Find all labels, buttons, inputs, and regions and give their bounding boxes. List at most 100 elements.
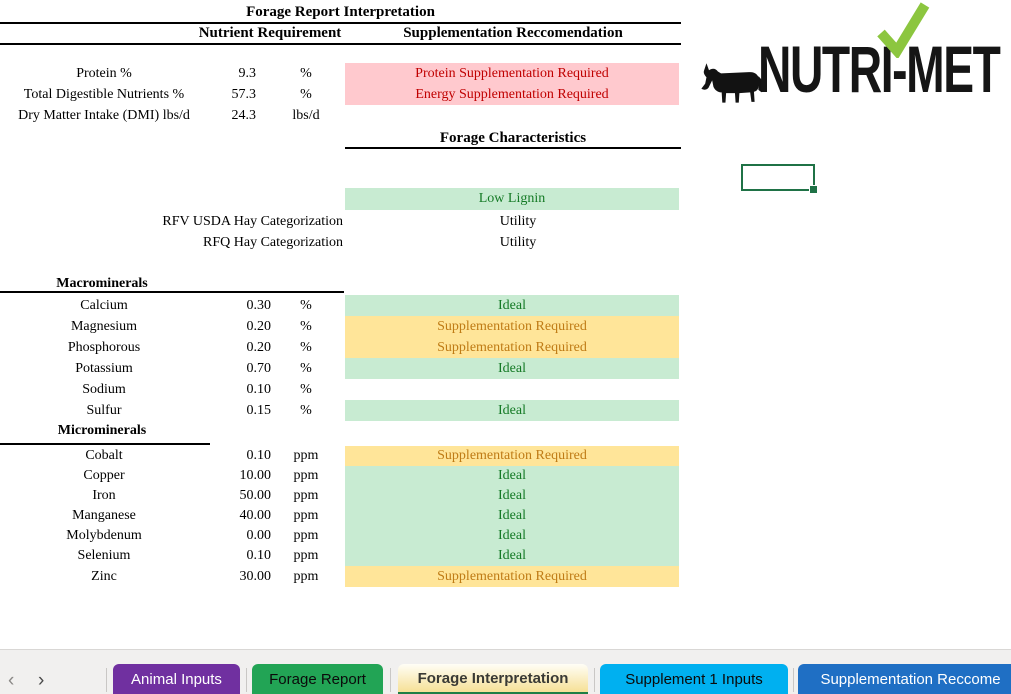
- cell-label[interactable]: Phosphorous: [67, 340, 141, 355]
- cell-unit[interactable]: ppm: [293, 548, 319, 563]
- sheet-tab-supplement-1-inputs[interactable]: Supplement 1 Inputs: [600, 664, 788, 694]
- recommendation-cell[interactable]: Protein Supplementation Required: [345, 63, 679, 84]
- fill-handle[interactable]: [809, 185, 818, 194]
- cell-value[interactable]: 57.3: [231, 87, 257, 102]
- cell-label[interactable]: Sodium: [82, 382, 126, 397]
- cell-label[interactable]: Copper: [83, 468, 125, 483]
- cell-unit[interactable]: %: [300, 403, 312, 418]
- column-header-nutrient: Nutrient Requirement: [198, 25, 342, 41]
- selected-cell-outline[interactable]: [741, 164, 818, 194]
- cell-label[interactable]: Protein %: [76, 66, 132, 81]
- sheet-tab-forage-report[interactable]: Forage Report: [252, 664, 383, 694]
- cell-label[interactable]: Selenium: [77, 548, 131, 563]
- recommendation-cell[interactable]: Ideal: [345, 358, 679, 379]
- recommendation-cell[interactable]: Ideal: [345, 506, 679, 526]
- sheet-tab-supplementation-recommendation[interactable]: Supplementation Reccome: [798, 664, 1011, 694]
- tab-divider: [246, 668, 247, 692]
- cell-value[interactable]: 30.00: [239, 569, 272, 584]
- cell-label[interactable]: Zinc: [91, 569, 117, 584]
- cell-value[interactable]: 40.00: [239, 508, 272, 523]
- recommendation-cell[interactable]: Ideal: [345, 546, 679, 566]
- cell-value[interactable]: 0.20: [246, 340, 272, 355]
- cell-value[interactable]: 0.15: [246, 403, 272, 418]
- cell-unit[interactable]: %: [300, 298, 312, 313]
- cell-unit[interactable]: %: [300, 382, 312, 397]
- cell-label[interactable]: RFQ Hay Categorization: [203, 235, 343, 250]
- cell-value[interactable]: 0.10: [246, 382, 272, 397]
- table-row: Selenium 0.10 ppm Ideal: [0, 546, 1011, 566]
- section-title-microminerals: Microminerals: [57, 423, 147, 438]
- checkmark-icon: [877, 2, 930, 58]
- cell-unit[interactable]: ppm: [293, 569, 319, 584]
- cell-label[interactable]: RFV USDA Hay Categorization: [162, 214, 343, 229]
- cell-label[interactable]: Molybdenum: [66, 528, 142, 543]
- cell-value[interactable]: 0.20: [246, 319, 272, 334]
- recommendation-cell[interactable]: Supplementation Required: [345, 446, 679, 466]
- tab-divider: [594, 668, 595, 692]
- cell-value[interactable]: 0.30: [246, 298, 272, 313]
- recommendation-cell[interactable]: Ideal: [345, 466, 679, 486]
- cell-unit[interactable]: %: [300, 340, 312, 355]
- cell-label[interactable]: Dry Matter Intake (DMI) lbs/d: [18, 108, 190, 123]
- cell-label[interactable]: Calcium: [80, 298, 128, 313]
- recommendation-cell[interactable]: Ideal: [345, 486, 679, 506]
- column-header-supplement: Supplementation Reccomendation: [403, 25, 623, 41]
- table-row: Copper 10.00 ppm Ideal: [0, 466, 1011, 486]
- table-row: Calcium 0.30 % Ideal: [0, 295, 1011, 316]
- cell-value[interactable]: Utility: [499, 235, 537, 250]
- recommendation-cell[interactable]: Ideal: [345, 400, 679, 421]
- recommendation-cell[interactable]: Ideal: [345, 526, 679, 546]
- cell-unit[interactable]: %: [300, 87, 312, 102]
- table-row: RFV USDA Hay Categorization Utility: [0, 211, 1011, 232]
- cell-unit[interactable]: ppm: [293, 508, 319, 523]
- cell-unit[interactable]: ppm: [293, 528, 319, 543]
- cell-unit[interactable]: ppm: [293, 488, 319, 503]
- recommendation-cell[interactable]: Supplementation Required: [345, 337, 679, 358]
- cell-label[interactable]: Magnesium: [70, 319, 138, 334]
- table-row: Iron 50.00 ppm Ideal: [0, 486, 1011, 506]
- cell-label[interactable]: Total Digestible Nutrients %: [23, 87, 185, 102]
- cell-value[interactable]: 0.10: [246, 448, 272, 463]
- cell-value[interactable]: Utility: [499, 214, 537, 229]
- tab-label: Forage Interpretation: [417, 669, 569, 687]
- cell-unit[interactable]: %: [300, 361, 312, 376]
- sheet-tab-forage-interpretation[interactable]: Forage Interpretation: [398, 664, 588, 694]
- lignin-cell[interactable]: Low Lignin: [345, 188, 679, 210]
- cell-value[interactable]: 50.00: [239, 488, 272, 503]
- cell-label[interactable]: Potassium: [75, 361, 133, 376]
- cell-unit[interactable]: %: [300, 319, 312, 334]
- cell-unit[interactable]: lbs/d: [292, 108, 320, 123]
- cell-value[interactable]: 0.00: [246, 528, 272, 543]
- cell-unit[interactable]: ppm: [293, 468, 319, 483]
- cell-value[interactable]: 24.3: [231, 108, 257, 123]
- cell-value[interactable]: 0.70: [246, 361, 272, 376]
- table-row: Phosphorous 0.20 % Supplementation Requi…: [0, 337, 1011, 358]
- recommendation-cell[interactable]: Ideal: [345, 295, 679, 316]
- table-row: Sodium 0.10 %: [0, 379, 1011, 400]
- divider: [0, 22, 681, 24]
- cell-unit[interactable]: %: [300, 66, 312, 81]
- table-row: Molybdenum 0.00 ppm Ideal: [0, 526, 1011, 546]
- tab-divider: [390, 668, 391, 692]
- sheet-nav-left-icon[interactable]: ‹: [8, 670, 15, 691]
- sheet-tab-bar: ‹ › Animal Inputs Forage Report Forage I…: [0, 649, 1011, 694]
- sheet-nav-right-icon[interactable]: ›: [38, 670, 45, 691]
- table-row: Sulfur 0.15 % Ideal: [0, 400, 1011, 421]
- cell-value[interactable]: 0.10: [246, 548, 272, 563]
- cell-unit[interactable]: ppm: [293, 448, 319, 463]
- recommendation-cell[interactable]: Supplementation Required: [345, 566, 679, 587]
- recommendation-cell[interactable]: Supplementation Required: [345, 316, 679, 337]
- cell-value[interactable]: 10.00: [239, 468, 272, 483]
- cell-label[interactable]: Sulfur: [86, 403, 122, 418]
- cell-label[interactable]: Manganese: [72, 508, 136, 523]
- cell-value[interactable]: 9.3: [238, 66, 257, 81]
- cell-label[interactable]: Cobalt: [85, 448, 123, 463]
- tab-label: Animal Inputs: [131, 671, 222, 688]
- tab-label: Supplement 1 Inputs: [625, 671, 763, 688]
- recommendation-cell[interactable]: Energy Supplementation Required: [345, 84, 679, 105]
- table-row: Cobalt 0.10 ppm Supplementation Required: [0, 446, 1011, 466]
- sheet-tab-animal-inputs[interactable]: Animal Inputs: [113, 664, 240, 694]
- table-row: Total Digestible Nutrients % 57.3 % Ener…: [0, 84, 1011, 105]
- cell-label[interactable]: Iron: [92, 488, 116, 503]
